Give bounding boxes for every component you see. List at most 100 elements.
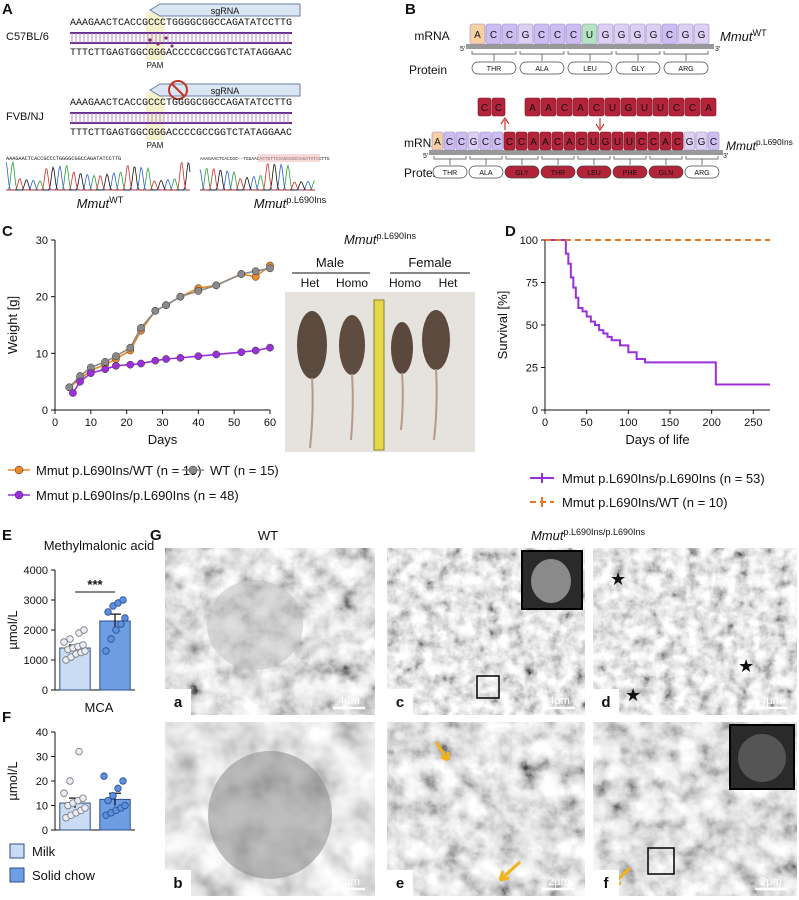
data-point [137, 323, 145, 332]
y-tick-label: 3000 [24, 595, 48, 607]
nucleotide: C [710, 137, 717, 148]
scale-label: 4µm [548, 695, 570, 707]
panel-label: D [505, 223, 516, 240]
gene-name: Mmut [726, 139, 757, 153]
amino-acid [615, 61, 661, 75]
genotype-label: Mmutp.L690Ins [726, 137, 793, 153]
nucleotide-box [524, 97, 541, 117]
x-tick-label: 150 [661, 417, 679, 429]
photo-title: Mmutp.L690Ins [344, 231, 417, 247]
series-line [68, 264, 271, 388]
mrna-backbone [466, 44, 714, 49]
nucleotide-box [479, 131, 492, 151]
nucleotide: A [542, 137, 549, 148]
x-tick-label: 0 [52, 417, 58, 429]
gene-name: Mmut [720, 29, 754, 44]
nucleotide: C [666, 30, 673, 41]
genotype-label: MmutWT [77, 195, 124, 211]
genotype-label: Mmutp.L690Ins [254, 195, 327, 211]
mouse-photo: Mmutp.L690Ins Male Female Het Homo Homo … [285, 231, 475, 452]
row-label: Protein [409, 63, 447, 77]
nucleotide-box [623, 131, 636, 151]
genotype-label: Het [439, 276, 458, 290]
em-image [593, 548, 797, 715]
data-point [266, 264, 274, 273]
em-image [387, 722, 585, 896]
codon-bracket [613, 156, 647, 165]
pam-highlight [146, 12, 164, 60]
nucleus [208, 751, 332, 879]
data-point [112, 361, 120, 370]
nucleotide: C [495, 103, 502, 114]
nucleotide-box [563, 131, 576, 151]
nucleotide-box [572, 97, 589, 117]
data-point [101, 357, 110, 366]
x-tick-label: 40 [192, 417, 204, 429]
nucleotide-box [635, 131, 648, 151]
legend-marker [188, 465, 198, 475]
image-letter-box [593, 689, 619, 715]
y-tick-label: 50 [526, 320, 538, 332]
nucleotide: G [682, 30, 690, 41]
strain-label: C57BL/6 [6, 31, 49, 43]
data-point [65, 383, 74, 392]
nucleotide: A [530, 137, 537, 148]
allele-superscript: WT [753, 28, 768, 38]
nucleotide: G [522, 30, 530, 41]
nucleotide-box [575, 131, 588, 151]
cut-dot [148, 38, 152, 42]
nucleotide: A [577, 103, 584, 114]
nucleotide: C [650, 137, 657, 148]
image-letter-box [165, 689, 191, 715]
y-tick-label: 2000 [24, 625, 48, 637]
nucleotide-box [556, 97, 573, 117]
panel-label: F [2, 709, 11, 726]
y-axis-label: µmol/L [5, 610, 20, 649]
x-tick-label: 10 [85, 417, 97, 429]
legend-marker [14, 490, 24, 500]
pam-highlight [146, 92, 164, 140]
arrow [498, 860, 522, 882]
data-point [66, 635, 74, 643]
image-letter: b [173, 875, 182, 892]
data-point [251, 267, 260, 276]
nucleotide: A [566, 137, 573, 148]
nucleotide: A [474, 30, 481, 41]
nucleotide: C [446, 137, 453, 148]
y-axis-label: Weight [g] [5, 296, 20, 354]
nucleotide-box [501, 23, 518, 45]
legend-label: Mmut p.L690Ins/p.L690Ins (n = 53) [562, 471, 765, 486]
nucleotide-box [491, 131, 504, 151]
image-letter-box [593, 870, 619, 896]
codon-bracket [615, 51, 661, 61]
amino-acid [468, 165, 504, 179]
data-point [109, 792, 117, 800]
data-point [119, 777, 127, 785]
nucleotide: U [641, 103, 648, 114]
data-point [60, 638, 68, 646]
legend-label: Mmut p.L690Ins/p.L690Ins (n = 48) [36, 488, 239, 503]
nucleotide-box [700, 97, 717, 117]
data-point [104, 796, 112, 805]
five-prime: 5' [423, 153, 428, 160]
nucleotide-box [515, 131, 528, 151]
nucleotide: G [602, 30, 610, 41]
significance: *** [87, 577, 103, 592]
series-line [68, 267, 271, 388]
strain-label: FVB/NJ [6, 111, 44, 123]
data-point [176, 292, 185, 301]
nucleotide-box [485, 23, 502, 45]
nucleotide-box [581, 23, 598, 45]
y-tick-label: 25 [526, 363, 538, 375]
scale-label: 4µm [760, 695, 782, 707]
nucleotide-box [677, 23, 694, 45]
data-point [81, 647, 89, 655]
nucleotide: C [570, 30, 577, 41]
genotype-label: Homo [336, 276, 368, 290]
panel-label: C [2, 223, 13, 240]
y-tick-label: 0 [42, 825, 48, 837]
amino-acid [684, 165, 720, 179]
image-letter: a [174, 694, 183, 711]
nucleotide: A [705, 103, 712, 114]
sex-label: Female [408, 255, 451, 270]
